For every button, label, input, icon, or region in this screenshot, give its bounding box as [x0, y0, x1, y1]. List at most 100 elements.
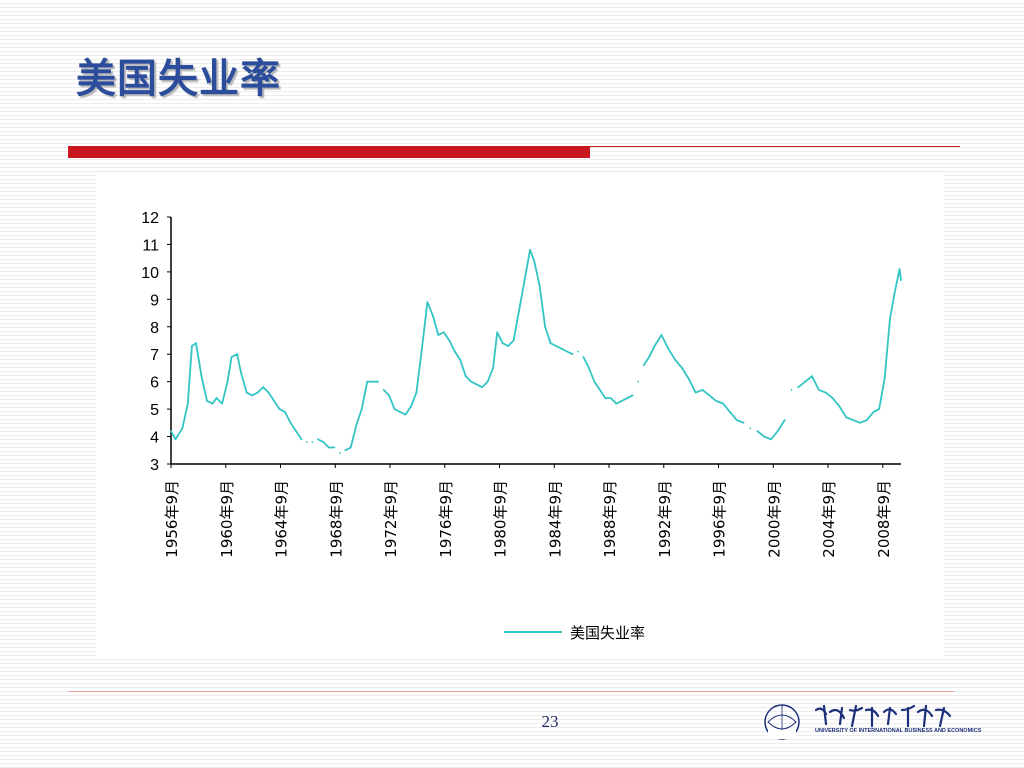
y-tick-label: 7: [150, 347, 159, 364]
data-point: [615, 402, 618, 405]
data-point: [845, 416, 848, 419]
data-point: [577, 350, 579, 353]
data-point: [701, 389, 704, 391]
data-point: [295, 430, 297, 432]
data-point: [894, 287, 897, 290]
data-point: [742, 421, 745, 424]
data-point: [355, 424, 358, 427]
data-point: [790, 389, 793, 391]
university-name-en: UNIVERSITY OF INTERNATIONAL BUSINESS AND…: [815, 728, 982, 734]
data-point: [306, 441, 308, 443]
data-point: [783, 419, 786, 421]
data-point: [824, 391, 827, 394]
y-tick-label: 9: [150, 292, 159, 309]
data-point: [181, 427, 184, 430]
data-point: [421, 347, 423, 350]
data-point: [626, 397, 629, 399]
data-point: [366, 380, 369, 383]
data-point: [289, 421, 292, 424]
x-tick-label: 1956年9月: [163, 480, 181, 558]
data-point: [811, 375, 813, 378]
data-point: [333, 446, 336, 449]
data-point: [186, 402, 189, 405]
data-point: [230, 356, 233, 358]
data-point: [322, 441, 325, 443]
x-tick-label: 1984年9月: [546, 480, 564, 558]
data-point: [533, 260, 536, 262]
y-tick-label: 8: [150, 320, 159, 337]
x-tick-label: 1972年9月: [382, 480, 400, 558]
data-point: [170, 430, 172, 432]
data-point: [426, 301, 429, 303]
data-point: [453, 350, 456, 353]
data-point: [240, 372, 243, 375]
data-point: [174, 438, 177, 441]
data-point: [523, 279, 526, 281]
data-point: [859, 421, 861, 424]
y-tick-label: 4: [150, 430, 159, 447]
data-point: [459, 358, 462, 361]
data-point: [464, 375, 467, 378]
data-point: [481, 386, 483, 389]
x-tick-label: 1996年9月: [711, 480, 729, 558]
title-accent-line: [590, 146, 960, 147]
data-point: [226, 380, 229, 383]
x-tick-label: 2008年9月: [875, 480, 893, 558]
data-point: [538, 284, 541, 287]
data-point: [492, 367, 494, 369]
data-point: [555, 345, 557, 347]
data-point: [191, 345, 193, 347]
data-point: [609, 397, 612, 399]
y-tick-label: 10: [141, 265, 159, 282]
data-point: [317, 438, 319, 441]
chart-panel: 3 4 5 6 7 8 9 10 11 12 1956年9月 1960年9月 1964年9月 1968年…: [96, 175, 944, 657]
series-line-0: [170, 249, 902, 452]
data-point: [770, 438, 772, 441]
data-point: [360, 408, 363, 410]
data-point: [566, 350, 568, 353]
data-point: [496, 331, 499, 334]
data-point: [278, 408, 281, 410]
data-point: [338, 452, 341, 454]
data-point: [797, 386, 800, 389]
y-tick-label: 11: [142, 237, 159, 254]
page-number: 23: [541, 712, 559, 731]
data-point: [221, 402, 223, 405]
data-point: [206, 400, 208, 402]
data-point: [327, 446, 330, 449]
data-point: [631, 394, 634, 397]
data-point: [215, 397, 218, 399]
data-point: [486, 380, 489, 383]
data-point: [415, 391, 418, 394]
data-point: [898, 268, 901, 270]
data-point: [236, 353, 239, 356]
data-point: [507, 345, 509, 347]
data-point: [872, 411, 875, 413]
data-point: [735, 419, 738, 421]
data-point: [311, 441, 314, 443]
data-point: [549, 342, 552, 345]
data-point: [442, 331, 445, 334]
data-point: [284, 411, 286, 413]
data-point: [251, 394, 254, 397]
data-point: [674, 358, 676, 361]
data-point: [900, 279, 902, 281]
data-point: [377, 380, 379, 383]
y-tick-label: 5: [150, 402, 159, 419]
data-point: [865, 419, 868, 421]
data-point: [715, 400, 718, 402]
data-point: [588, 367, 590, 369]
data-point: [200, 375, 203, 378]
data-point: [648, 356, 650, 358]
data-point: [571, 353, 574, 356]
data-point: [344, 449, 347, 452]
data-point: [518, 309, 520, 312]
data-point: [653, 345, 656, 347]
data-point: [593, 380, 596, 383]
data-point: [637, 380, 640, 383]
data-point: [267, 391, 270, 394]
x-tick-label: 2004年9月: [820, 480, 838, 558]
data-point: [604, 397, 607, 399]
x-tick-label: 1964年9月: [273, 480, 291, 558]
data-point: [544, 325, 546, 328]
